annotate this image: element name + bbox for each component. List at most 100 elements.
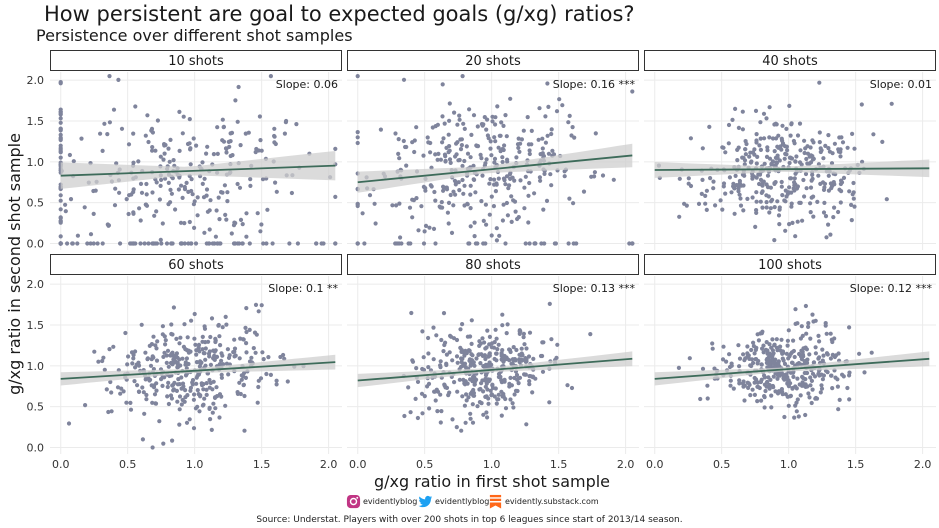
facet-strip <box>347 254 639 275</box>
instagram-handle[interactable]: evidentlyblog <box>346 494 417 509</box>
scatter-point <box>438 157 443 162</box>
scatter-point <box>763 388 768 394</box>
scatter-point <box>513 358 518 363</box>
scatter-point <box>438 392 443 397</box>
scatter-point <box>484 410 489 415</box>
scatter-point <box>162 350 167 355</box>
scatter-point <box>487 353 492 358</box>
scatter-point <box>759 190 764 195</box>
scatter-point <box>859 102 864 107</box>
scatter-point <box>223 403 228 408</box>
scatter-point <box>236 84 241 90</box>
scatter-point <box>521 128 526 133</box>
scatter-point <box>889 101 894 106</box>
scatter-point <box>480 353 485 358</box>
scatter-point <box>141 390 146 395</box>
scatter-point <box>453 179 458 184</box>
scatter-point <box>419 391 425 396</box>
twitter-handle[interactable]: evidentlyblog <box>418 494 489 509</box>
scatter-point <box>516 145 521 150</box>
scatter-point <box>772 205 777 210</box>
scatter-point <box>355 74 360 79</box>
scatter-point <box>713 203 718 208</box>
scatter-point <box>503 182 508 187</box>
scatter-point <box>783 151 788 156</box>
scatter-point <box>798 148 803 153</box>
scatter-point <box>438 359 443 364</box>
scatter-point <box>100 358 105 364</box>
scatter-point <box>131 356 136 361</box>
scatter-point <box>223 212 228 217</box>
scatter-point <box>378 127 383 132</box>
scatter-point <box>468 416 473 421</box>
scatter-point <box>768 377 773 382</box>
scatter-point <box>58 193 63 198</box>
scatter-point <box>170 361 175 366</box>
scatter-point <box>184 420 190 425</box>
x-tick-label: 1.0 <box>483 458 501 471</box>
scatter-point <box>839 189 844 194</box>
scatter-point <box>126 354 131 359</box>
scatter-point <box>790 220 795 225</box>
scatter-point <box>174 351 179 356</box>
scatter-point <box>792 180 797 185</box>
scatter-point <box>797 121 803 126</box>
scatter-point <box>771 374 776 379</box>
scatter-point <box>393 241 398 246</box>
scatter-point <box>769 393 774 398</box>
scatter-point <box>777 222 782 227</box>
scatter-point <box>550 148 555 153</box>
scatter-point <box>415 415 420 421</box>
scatter-point <box>490 385 496 390</box>
scatter-point <box>107 74 112 79</box>
scatter-point <box>705 396 710 401</box>
scatter-point <box>777 207 782 212</box>
scatter-point <box>397 156 402 161</box>
scatter-point <box>241 382 246 387</box>
scatter-point <box>544 198 550 203</box>
scatter-point <box>145 113 150 118</box>
scatter-point <box>513 209 518 214</box>
scatter-point <box>523 241 528 246</box>
scatter-point <box>754 190 759 195</box>
scatter-point <box>819 372 824 377</box>
scatter-point <box>479 199 484 204</box>
y-tick-label: 2.0 <box>27 278 45 291</box>
scatter-point <box>426 365 431 370</box>
scatter-point <box>767 210 772 215</box>
scatter-point <box>489 392 494 397</box>
scatter-point <box>515 216 520 222</box>
scatter-point <box>235 391 240 396</box>
scatter-point <box>517 375 523 380</box>
scatter-point <box>453 154 458 159</box>
scatter-point <box>752 351 757 356</box>
scatter-point <box>484 381 489 386</box>
scatter-point <box>256 384 261 390</box>
scatter-point <box>489 345 494 350</box>
substack-link[interactable]: evidently.substack.com <box>488 494 599 509</box>
scatter-point <box>472 363 477 368</box>
scatter-point <box>804 156 809 162</box>
scatter-point <box>710 346 715 351</box>
scatter-point <box>207 354 212 359</box>
scatter-point <box>507 358 512 363</box>
scatter-point <box>529 142 534 147</box>
scatter-point <box>460 322 465 327</box>
scatter-point <box>207 385 212 390</box>
scatter-point <box>109 390 114 395</box>
scatter-point <box>255 211 260 216</box>
scatter-point <box>762 373 767 378</box>
scatter-point <box>540 369 546 374</box>
scatter-point <box>751 340 756 345</box>
scatter-point <box>233 241 238 246</box>
scatter-point <box>516 136 521 141</box>
scatter-point <box>402 413 407 419</box>
scatter-point <box>468 206 473 211</box>
scatter-point <box>224 322 229 327</box>
scatter-point <box>788 381 793 386</box>
scatter-point <box>362 241 367 246</box>
scatter-point <box>789 190 794 195</box>
scatter-point <box>401 77 407 82</box>
scatter-point <box>700 366 706 371</box>
scatter-point <box>829 373 834 378</box>
